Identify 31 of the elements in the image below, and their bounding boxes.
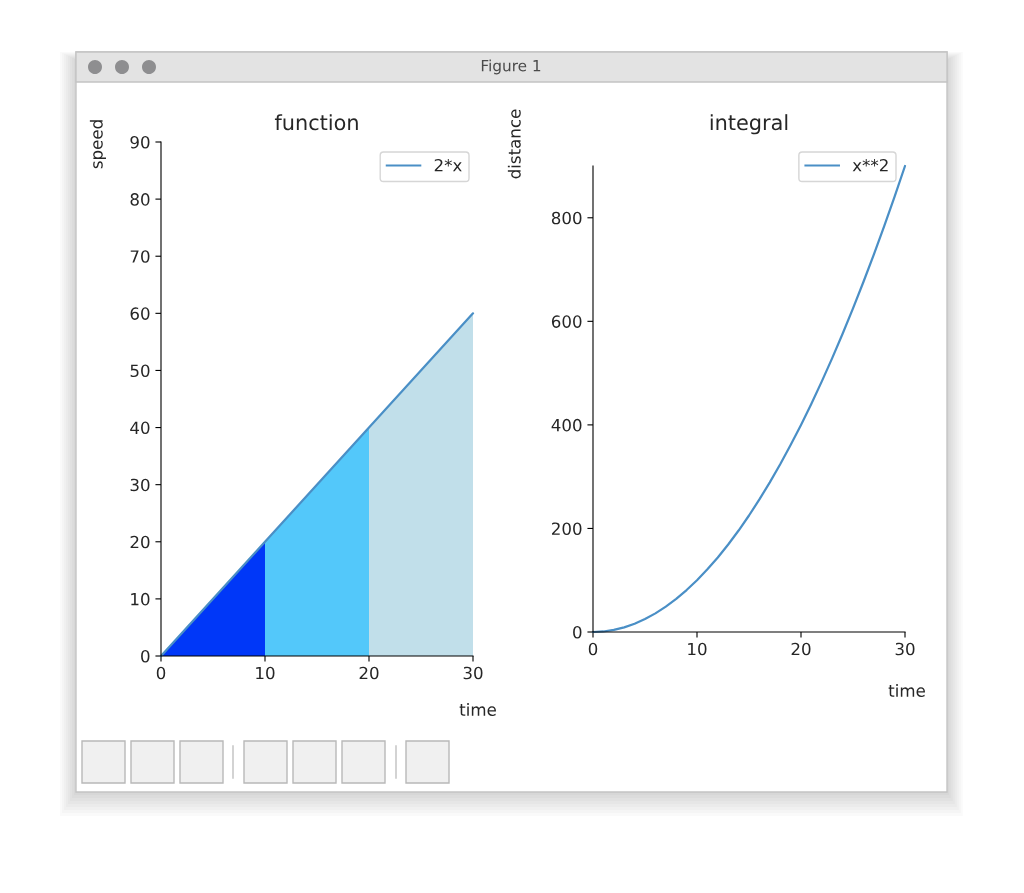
x-tick-label: 10 (688, 642, 707, 656)
y-tick-label: 200 (551, 522, 582, 536)
caption: Figure 1 (481, 59, 541, 75)
x-tick-label: 0 (156, 666, 166, 680)
x-tick-label: 30 (463, 666, 483, 680)
x-axis-title: time (888, 684, 925, 697)
y-tick-label: 40 (130, 421, 150, 435)
y-tick-label: 80 (130, 193, 150, 206)
chart-title: integral (710, 114, 788, 135)
y-tick-label: 400 (551, 418, 582, 432)
y-tick-label: 20 (130, 535, 150, 549)
y-tick-label: 30 (130, 478, 150, 492)
x-axis-title: time (459, 703, 496, 716)
y-tick-label: 50 (130, 364, 150, 378)
chart-title: function (274, 114, 358, 131)
legend-label: x**2 (852, 158, 888, 172)
x-tick-label: 20 (359, 666, 379, 680)
x-tick-label: 30 (895, 642, 915, 656)
y-axis-title: distance (507, 109, 521, 179)
x-tick-label: 0 (588, 642, 598, 656)
y-tick-label: 800 (551, 211, 582, 225)
x-tick-label: 10 (256, 666, 275, 680)
y-tick-label: 0 (573, 625, 582, 639)
legend-label: 2*x (434, 158, 462, 172)
y-axis-title: speed (89, 120, 106, 169)
y-tick-label: 90 (130, 135, 150, 149)
y-tick-label: 70 (130, 250, 150, 263)
y-tick-label: 600 (551, 315, 582, 328)
y-tick-label: 10 (131, 592, 150, 606)
y-tick-label: 60 (130, 307, 150, 320)
x-tick-label: 20 (791, 642, 811, 656)
